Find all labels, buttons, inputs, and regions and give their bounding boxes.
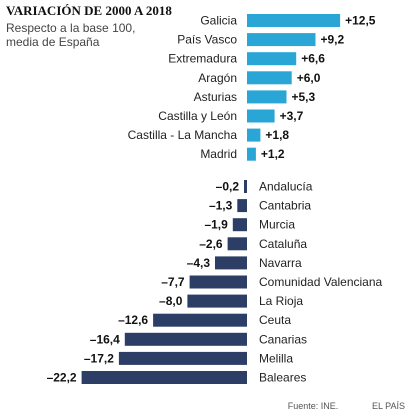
- bar-5: [247, 109, 275, 123]
- category-label-13: Comunidad Valenciana: [259, 275, 383, 289]
- bar-7: [247, 147, 256, 161]
- source-note: Fuente: INE.: [288, 401, 339, 411]
- value-label-5: +3,7: [280, 109, 304, 123]
- bar-17: [118, 351, 248, 365]
- chart-subtitle-line-2: media de España: [6, 35, 100, 49]
- value-label-14: –8,0: [159, 294, 183, 308]
- category-label-5: Castilla y León: [158, 109, 237, 123]
- value-label-18: –22,2: [47, 371, 77, 385]
- value-label-12: –4,3: [187, 256, 211, 270]
- category-label-15: Ceuta: [259, 313, 291, 327]
- chart-title: VARIACIÓN DE 2000 A 2018: [6, 3, 172, 18]
- bar-11: [227, 237, 247, 251]
- bar-8: [244, 180, 247, 193]
- bar-6: [247, 128, 261, 142]
- category-label-7: Madrid: [200, 147, 237, 161]
- category-label-4: Asturias: [194, 90, 237, 104]
- bar-3: [247, 71, 292, 85]
- bar-1: [247, 33, 316, 47]
- value-label-0: +12,5: [345, 14, 376, 28]
- category-label-9: Cantabria: [259, 199, 311, 213]
- value-label-17: –17,2: [84, 351, 114, 365]
- value-label-4: +5,3: [292, 90, 316, 104]
- value-label-1: +9,2: [321, 33, 345, 47]
- category-label-17: Melilla: [259, 351, 293, 365]
- bar-4: [247, 90, 287, 104]
- category-label-0: Galicia: [200, 14, 237, 28]
- category-label-12: Navarra: [259, 256, 302, 270]
- category-label-2: Extremadura: [168, 52, 237, 66]
- bar-14: [187, 294, 247, 308]
- category-label-8: Andalucía: [259, 180, 313, 194]
- value-label-9: –1,3: [209, 199, 233, 213]
- value-label-2: +6,6: [301, 52, 325, 66]
- bar-15: [153, 313, 247, 327]
- bar-9: [237, 199, 247, 213]
- value-label-7: +1,2: [261, 147, 285, 161]
- category-label-16: Canarias: [259, 332, 307, 346]
- bar-2: [247, 52, 297, 66]
- value-label-11: –2,6: [199, 237, 223, 251]
- bar-13: [189, 275, 247, 289]
- value-label-8: –0,2: [216, 180, 240, 194]
- category-label-14: La Rioja: [259, 294, 303, 308]
- bar-10: [232, 218, 247, 232]
- value-label-6: +1,8: [265, 128, 289, 142]
- bar-0: [247, 14, 341, 27]
- bar-12: [215, 256, 247, 270]
- category-label-3: Aragón: [198, 71, 237, 85]
- bars-group: Galicia +12,5 País Vasco +9,2 Extremadura +6,…: [47, 14, 383, 385]
- category-label-10: Murcia: [259, 218, 295, 232]
- value-label-16: –16,4: [90, 332, 120, 346]
- category-label-1: País Vasco: [177, 33, 237, 47]
- bar-16: [124, 332, 247, 346]
- publisher-credit: EL PAÍS: [372, 401, 405, 411]
- value-label-13: –7,7: [161, 275, 185, 289]
- bar-18: [81, 371, 247, 384]
- chart-subtitle-line-1: Respecto a la base 100,: [6, 21, 135, 35]
- category-label-6: Castilla - La Mancha: [128, 128, 238, 142]
- category-label-11: Cataluña: [259, 237, 307, 251]
- value-label-10: –1,9: [204, 218, 228, 232]
- category-label-18: Baleares: [259, 371, 306, 385]
- value-label-3: +6,0: [297, 71, 321, 85]
- value-label-15: –12,6: [118, 313, 148, 327]
